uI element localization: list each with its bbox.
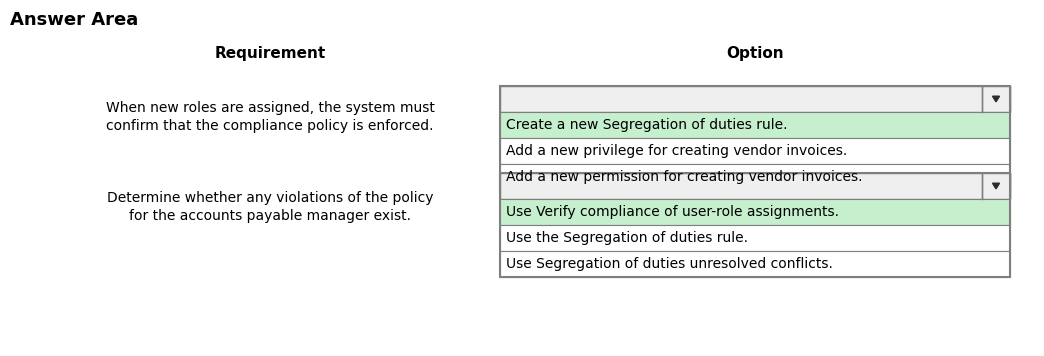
Bar <box>500 86 1010 112</box>
Bar <box>982 86 1010 112</box>
Text: Use Verify compliance of user-role assignments.: Use Verify compliance of user-role assig… <box>506 205 839 219</box>
Bar <box>500 225 1010 251</box>
Bar <box>982 173 1010 199</box>
Text: Option: Option <box>727 46 784 61</box>
Bar <box>500 112 1010 138</box>
Bar <box>500 251 1010 277</box>
Text: Create a new Segregation of duties rule.: Create a new Segregation of duties rule. <box>506 118 787 132</box>
Text: Add a new privilege for creating vendor invoices.: Add a new privilege for creating vendor … <box>506 144 848 158</box>
Polygon shape <box>993 96 999 102</box>
Text: Use Segregation of duties unresolved conflicts.: Use Segregation of duties unresolved con… <box>506 257 833 271</box>
Bar <box>500 199 1010 225</box>
Bar <box>500 173 1010 199</box>
Bar <box>500 173 1010 277</box>
Bar <box>500 86 1010 190</box>
Text: Requirement: Requirement <box>214 46 326 61</box>
Text: Add a new permission for creating vendor invoices.: Add a new permission for creating vendor… <box>506 170 862 184</box>
Text: Answer Area: Answer Area <box>10 11 138 29</box>
Bar <box>500 138 1010 164</box>
Text: confirm that the compliance policy is enforced.: confirm that the compliance policy is en… <box>106 119 433 133</box>
Text: for the accounts payable manager exist.: for the accounts payable manager exist. <box>129 209 411 223</box>
Bar <box>500 164 1010 190</box>
Text: When new roles are assigned, the system must: When new roles are assigned, the system … <box>105 101 434 115</box>
Text: Use the Segregation of duties rule.: Use the Segregation of duties rule. <box>506 231 748 245</box>
Text: Determine whether any violations of the policy: Determine whether any violations of the … <box>106 191 433 205</box>
Polygon shape <box>993 183 999 189</box>
